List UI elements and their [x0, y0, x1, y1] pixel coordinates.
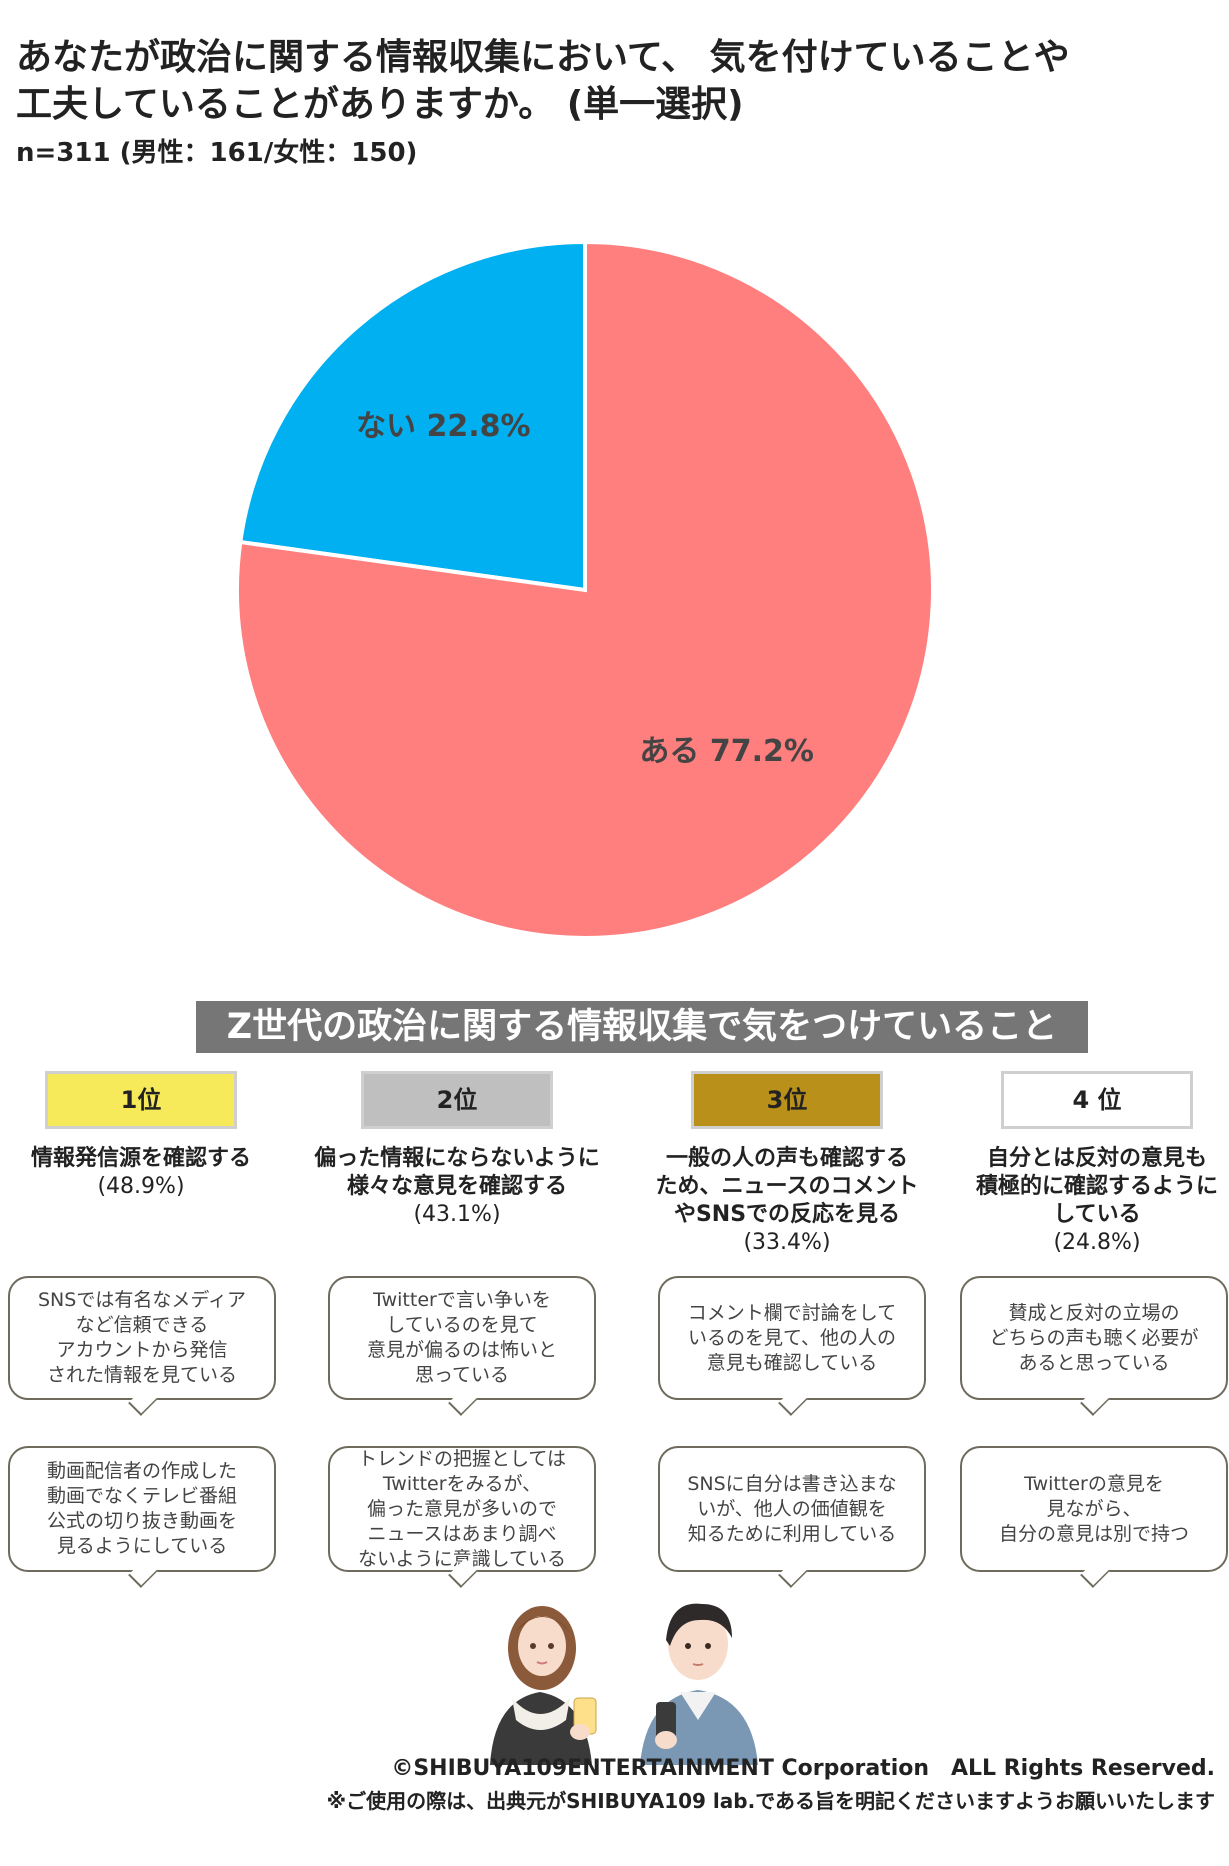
girl-illustration — [490, 1606, 597, 1765]
title-line-2: 工夫していることがありますか。 (単一選択) — [16, 84, 744, 125]
comment-text: 動画配信者の作成した 動画でなくテレビ番組 公式の切り抜き動画を 見るようにしている — [46, 1460, 237, 1557]
usage-notice: ※ご使用の際は、出典元がSHIBUYA109 lab.である旨を明記くださいます… — [326, 1789, 1215, 1813]
pie-slice-nai — [238, 239, 587, 593]
rank-percentage: (33.4%) — [743, 1230, 831, 1255]
comment-text: 賛成と反対の立場の どちらの声も聴く必要が あると思っている — [989, 1301, 1199, 1374]
comment-text: トレンドの把握としては Twitterをみるが、 偏った意見が多いので ニュースはあま… — [357, 1447, 567, 1570]
rank-percentage: (24.8%) — [1053, 1230, 1141, 1255]
comment-bubble: トレンドの把握としては Twitterをみるが、 偏った意見が多いので ニュースはあま… — [328, 1446, 596, 1572]
rank-column-3: 3位一般の人の声も確認する ため、ニュースのコメント やSNSでの反応を見る (33.… — [641, 1071, 933, 1257]
comment-bubble: Twitterの意見を 見ながら、 自分の意見は別で持つ — [960, 1446, 1228, 1572]
comment-text: Twitterで言い争いを しているのを見て 意見が偏るのは怖いと 思っている — [366, 1289, 557, 1386]
title-line-1: あなたが政治に関する情報収集において、 気を付けていることや — [16, 37, 1070, 78]
comment-bubble: コメント欄で討論をして いるのを見て、他の人の 意見も確認している — [658, 1276, 926, 1400]
rank-column-4: 4 位自分とは反対の意見も 積極的に確認するように している (24.8%) — [951, 1071, 1229, 1257]
comment-bubble: SNSでは有名なメディア など信頼できる アカウントから発信 された情報を見ている — [8, 1276, 276, 1400]
pie-chart: ない 22.8% ある 77.2% — [235, 239, 935, 940]
rank-percentage: (43.1%) — [413, 1202, 501, 1227]
copyright: ©SHIBUYA109ENTERTAINMENT Corporation ALL… — [391, 1756, 1215, 1781]
illustration — [490, 1603, 758, 1765]
comment-bubble: 賛成と反対の立場の どちらの声も聴く必要が あると思っている — [960, 1276, 1228, 1400]
sample-size: n=311 (男性：161/女性：150) — [16, 138, 418, 168]
boy-illustration — [640, 1603, 758, 1765]
pie-data-label: ある 77.2% — [639, 734, 814, 769]
rank-title: 情報発信源を確認する — [30, 1146, 251, 1171]
rank-badge: 3位 — [691, 1071, 883, 1129]
rank-title: 偏った情報にならないように 様々な意見を確認する — [314, 1146, 600, 1199]
rank-badge: 1位 — [45, 1071, 237, 1129]
ranking-banner: Z世代の政治に関する情報収集で気をつけていること — [196, 1001, 1088, 1053]
rank-percentage: (48.9%) — [97, 1174, 185, 1199]
pie-slice-aru — [235, 239, 935, 940]
pie-data-label: ない 22.8% — [356, 409, 531, 444]
comment-text: SNSでは有名なメディア など信頼できる アカウントから発信 された情報を見ている — [37, 1289, 246, 1386]
chart-title: あなたが政治に関する情報収集において、 気を付けていることや 工夫していることが… — [16, 34, 1196, 128]
comment-text: コメント欄で討論をして いるのを見て、他の人の 意見も確認している — [687, 1301, 897, 1374]
rank-badge: 4 位 — [1001, 1071, 1193, 1129]
comment-text: Twitterの意見を 見ながら、 自分の意見は別で持つ — [998, 1472, 1189, 1545]
rank-title: 一般の人の声も確認する ため、ニュースのコメント やSNSでの反応を見る — [655, 1146, 919, 1227]
comment-bubble: 動画配信者の作成した 動画でなくテレビ番組 公式の切り抜き動画を 見るようにしている — [8, 1446, 276, 1572]
rank-title: 自分とは反対の意見も 積極的に確認するように している — [975, 1146, 1218, 1227]
comment-bubble: Twitterで言い争いを しているのを見て 意見が偏るのは怖いと 思っている — [328, 1276, 596, 1400]
comment-bubble: SNSに自分は書き込まな いが、他人の価値観を 知るために利用している — [658, 1446, 926, 1572]
rank-column-1: 1位情報発信源を確認する (48.9%) — [0, 1071, 287, 1201]
rank-badge: 2位 — [361, 1071, 553, 1129]
comment-text: SNSに自分は書き込まな いが、他人の価値観を 知るために利用している — [687, 1472, 897, 1545]
rank-column-2: 2位偏った情報にならないように 様々な意見を確認する (43.1%) — [311, 1071, 603, 1229]
